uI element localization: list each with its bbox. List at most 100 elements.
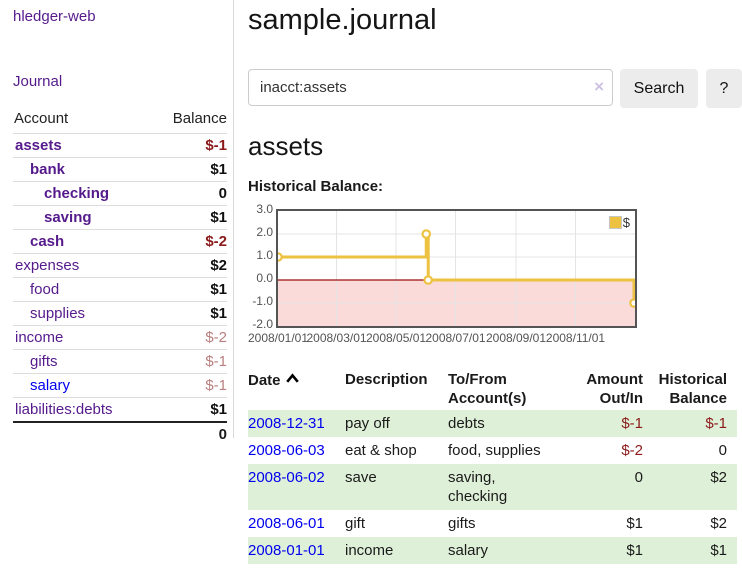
account-balance: $1	[143, 301, 227, 326]
account-tree-header: Account Balance	[13, 108, 227, 134]
brand-link[interactable]: hledger-web	[13, 8, 96, 25]
register-row: 2008-06-03 eat & shop food, supplies $-2…	[248, 437, 737, 464]
x-tick-label: 2008/09/01	[485, 331, 547, 345]
account-row-liabilities-debts: liabilities:debts $1	[13, 397, 227, 422]
transaction-date-link[interactable]: 2008-01-01	[248, 542, 325, 559]
page-title: sample.journal	[248, 4, 437, 36]
transaction-amount: $-2	[621, 442, 643, 459]
chart-legend: $	[608, 215, 630, 230]
legend-label: $	[622, 215, 630, 230]
main-content: sample.journal × Search ? assets Histori…	[234, 0, 742, 564]
account-column-header: Account	[14, 110, 69, 127]
transaction-description: gift	[345, 515, 366, 532]
account-link-saving[interactable]: saving	[44, 209, 92, 226]
y-tick-label: 3.0	[256, 202, 273, 216]
account-link-gifts[interactable]: gifts	[30, 353, 58, 370]
x-tick-label: 2008/07/01	[425, 331, 486, 345]
nav-journal-link[interactable]: Journal	[13, 73, 63, 90]
y-tick-label: -1.0	[252, 294, 273, 308]
data-point-marker	[423, 275, 434, 285]
account-link-checking[interactable]: checking	[44, 185, 110, 202]
y-tick-label: -2.0	[252, 317, 273, 331]
account-row-supplies: supplies $1	[13, 301, 227, 326]
balance-column-header: Historical Balance	[658, 371, 727, 407]
chart-canvas	[278, 211, 635, 326]
chart-plot-area: $	[276, 209, 637, 328]
sidebar: hledger-web Journal Account Balance asse…	[0, 0, 234, 446]
clear-search-icon[interactable]: ×	[594, 77, 604, 96]
help-button[interactable]: ?	[706, 69, 742, 108]
account-balance: $-2	[143, 325, 227, 350]
register-row: 2008-01-01 income salary $1 $1	[248, 537, 737, 564]
account-balance: $2	[143, 253, 227, 278]
date-column-header[interactable]: Date	[248, 368, 345, 410]
account-row-food: food $1	[13, 277, 227, 302]
x-tick-label: 2008/11/01	[545, 331, 606, 345]
transaction-description: eat & shop	[345, 442, 417, 459]
total-balance: 0	[143, 421, 227, 446]
search-button[interactable]: Search	[620, 69, 698, 108]
account-row-income: income $-2	[13, 325, 227, 350]
account-balance: $1	[143, 397, 227, 422]
transaction-date-link[interactable]: 2008-12-31	[248, 415, 325, 432]
account-balance: $-1	[143, 373, 227, 398]
sort-ascending-icon	[285, 370, 300, 389]
transaction-description: save	[345, 464, 448, 510]
transaction-accounts: saving, checking	[448, 464, 558, 510]
account-link-income[interactable]: income	[15, 329, 64, 346]
transaction-date-link[interactable]: 2008-06-01	[248, 515, 325, 532]
transaction-date-link[interactable]: 2008-06-02	[248, 469, 325, 486]
app-layout: hledger-web Journal Account Balance asse…	[0, 0, 742, 564]
account-row-saving: saving $1	[13, 205, 227, 230]
register-row: 2008-06-02 save saving, checking 0 $2	[248, 464, 737, 510]
description-column-header: Description	[345, 371, 428, 388]
transaction-accounts: gifts	[448, 515, 476, 532]
x-tick-label: 2008/01/01	[247, 331, 309, 345]
account-row-gifts: gifts $-1	[13, 349, 227, 374]
account-row-salary: salary $-1	[13, 373, 227, 398]
account-link-assets[interactable]: assets	[15, 137, 62, 154]
account-link-cash[interactable]: cash	[30, 233, 65, 250]
search-input[interactable]	[248, 69, 613, 106]
account-link-supplies[interactable]: supplies	[30, 305, 86, 322]
x-tick-label: 2008/03/01	[306, 331, 367, 345]
register-table: Date Description To/From Account(s) Amou…	[248, 368, 737, 564]
transaction-amount: $1	[558, 537, 643, 564]
transaction-description: pay off	[345, 410, 448, 437]
account-link-liabilities-debts[interactable]: liabilities:debts	[15, 401, 113, 418]
account-tree-total-row: 0	[13, 421, 227, 446]
transaction-accounts: food, supplies	[448, 442, 541, 459]
account-link-bank[interactable]: bank	[30, 161, 66, 178]
register-row: 2008-06-01 gift gifts $1 $2	[248, 510, 737, 537]
transaction-balance: 0	[718, 442, 727, 459]
register-row: 2008-12-31 pay off debts $-1 $-1	[248, 410, 737, 437]
transaction-balance: $1	[643, 537, 737, 564]
balance-column-header: Balance	[172, 110, 227, 127]
transaction-description: income	[345, 537, 448, 564]
legend-swatch-icon	[608, 216, 622, 229]
account-heading: assets	[248, 131, 324, 161]
account-balance: $1	[143, 205, 227, 230]
account-link-food[interactable]: food	[30, 281, 60, 298]
transaction-balance: $-1	[643, 410, 737, 437]
search-box: ×	[248, 69, 613, 108]
y-tick-label: 1.0	[256, 248, 273, 262]
account-balance: $1	[143, 277, 227, 302]
data-point-marker	[278, 252, 283, 262]
transaction-date-link[interactable]: 2008-06-03	[248, 442, 325, 459]
transaction-accounts: salary	[448, 537, 558, 564]
amount-column-header: Amount Out/In	[586, 371, 643, 407]
transaction-amount: $1	[626, 515, 643, 532]
data-point-marker	[421, 229, 432, 239]
brand: hledger-web	[13, 8, 227, 26]
sidebar-nav: Journal	[13, 73, 227, 91]
account-balance: $-2	[143, 229, 227, 254]
transaction-balance: $2	[710, 515, 727, 532]
account-link-expenses[interactable]: expenses	[15, 257, 80, 274]
account-balance: $1	[143, 157, 227, 182]
account-tree: Account Balance assets $-1 bank $1 check…	[13, 108, 227, 446]
account-row-assets: assets $-1	[13, 133, 227, 158]
transaction-accounts: debts	[448, 410, 558, 437]
account-balance: 0	[143, 181, 227, 206]
account-link-salary[interactable]: salary	[30, 377, 71, 394]
